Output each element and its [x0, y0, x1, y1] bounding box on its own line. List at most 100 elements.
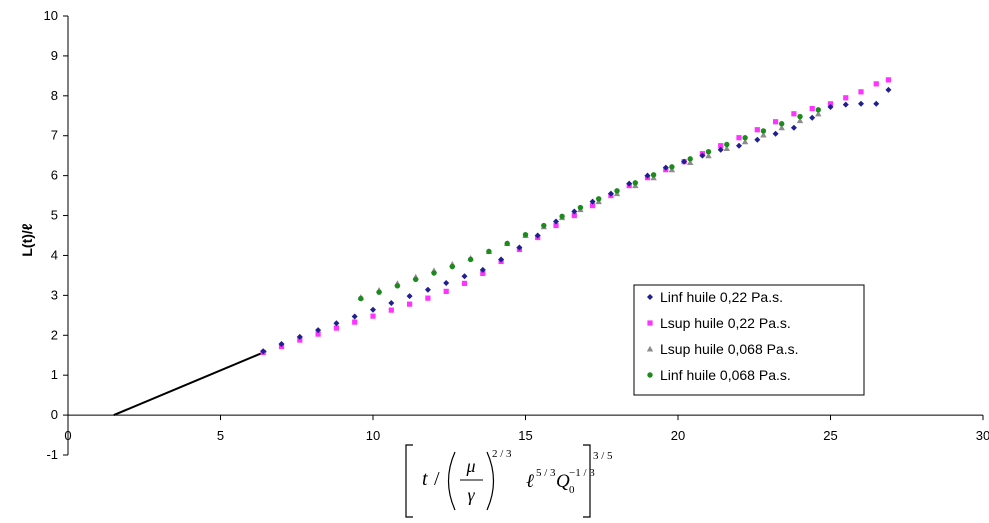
data-point	[571, 212, 577, 219]
data-points-layer	[260, 77, 892, 356]
data-point	[388, 307, 394, 313]
data-point	[858, 100, 864, 107]
data-point	[278, 341, 285, 348]
data-point	[522, 232, 529, 238]
data-point	[885, 86, 892, 93]
data-point	[614, 188, 620, 194]
data-point	[296, 333, 303, 340]
data-point	[760, 128, 767, 134]
data-point	[333, 320, 340, 327]
data-point	[315, 331, 321, 337]
data-point	[723, 145, 730, 152]
data-point	[650, 172, 657, 178]
data-point	[370, 306, 376, 313]
data-point	[632, 180, 638, 186]
data-point	[431, 270, 437, 276]
data-point	[797, 113, 803, 120]
data-point	[842, 101, 849, 108]
data-point	[516, 244, 523, 251]
data-point	[260, 348, 267, 355]
data-point	[376, 289, 382, 295]
legend-marker	[647, 320, 653, 326]
data-point	[873, 81, 879, 87]
data-point	[760, 131, 767, 138]
data-point	[687, 156, 693, 162]
data-point	[644, 172, 651, 179]
data-point	[754, 127, 760, 133]
x-label-exp-inner: 2 / 3	[492, 448, 512, 460]
data-point	[443, 279, 450, 286]
data-point	[394, 283, 401, 289]
x-label-gamma: γ	[467, 485, 475, 505]
x-tick-label: 30	[976, 428, 989, 443]
data-point	[741, 138, 749, 145]
data-point	[796, 117, 804, 124]
data-point	[809, 114, 816, 121]
data-point	[790, 124, 797, 131]
data-point	[541, 222, 547, 229]
data-point	[778, 124, 785, 131]
data-point	[607, 190, 614, 197]
data-point	[742, 135, 748, 141]
data-point	[626, 180, 633, 187]
data-point	[413, 276, 419, 283]
right-bracket	[583, 444, 591, 518]
data-point	[687, 159, 694, 166]
legend-label: Lsup huile 0,068 Pa.s.	[660, 341, 799, 357]
legend: Linf huile 0,22 Pa.s. Lsup huile 0,22 Pa.…	[633, 284, 865, 396]
x-label-slash: /	[434, 468, 440, 490]
legend-label: Linf huile 0,068 Pa.s.	[660, 367, 791, 383]
y-tick-label: 5	[51, 208, 58, 223]
data-point	[724, 141, 730, 148]
x-tick-label: 20	[671, 428, 685, 443]
x-label-t: t	[422, 468, 428, 490]
data-point	[388, 299, 395, 306]
data-point	[479, 266, 486, 273]
data-point	[486, 248, 492, 255]
data-point	[352, 319, 358, 325]
data-point	[504, 240, 510, 247]
fit-line	[113, 350, 267, 417]
x-tick-label: 15	[518, 428, 532, 443]
legend-box	[633, 284, 865, 396]
x-label-exp-outer: 3 / 5	[593, 450, 613, 462]
legend-marker	[647, 294, 653, 300]
data-point	[333, 325, 339, 331]
data-point	[577, 204, 584, 211]
x-label-ell: ℓ	[526, 471, 534, 492]
data-point	[718, 143, 724, 149]
data-point	[351, 313, 358, 320]
data-point	[596, 196, 602, 202]
data-point	[467, 256, 474, 263]
axes: -1 0 1 2 3 4 5 6 7 8 9 10 0 5 10 15 20 25 30	[44, 8, 989, 462]
data-point	[461, 273, 468, 280]
left-bracket	[405, 444, 413, 518]
data-point	[815, 110, 822, 117]
data-point	[425, 295, 431, 301]
left-paren	[447, 451, 456, 511]
y-tick-label: 6	[51, 168, 58, 183]
data-point	[736, 142, 742, 149]
x-axis-label: t / μ γ 2 / 3 ℓ 5 / 3 Q 0 −1 / 3 3 / 5	[405, 444, 613, 518]
data-point	[699, 152, 706, 159]
y-tick-label: 2	[51, 327, 58, 342]
y-axis-label: L(t)/ℓ	[19, 223, 35, 256]
y-tick-label: 9	[51, 48, 58, 63]
data-point	[358, 295, 364, 302]
data-point	[827, 103, 834, 110]
data-point	[772, 130, 779, 137]
legend-marker	[647, 372, 653, 378]
data-point	[571, 208, 578, 215]
data-point	[406, 293, 413, 300]
series-1	[260, 86, 892, 355]
data-point	[809, 105, 815, 112]
y-tick-label: 7	[51, 128, 58, 143]
data-point	[461, 280, 468, 286]
data-point	[589, 198, 596, 205]
data-point	[858, 89, 864, 95]
data-point	[705, 148, 712, 155]
data-point	[773, 119, 779, 125]
x-tick-label: 10	[366, 428, 380, 443]
data-point	[662, 164, 669, 171]
